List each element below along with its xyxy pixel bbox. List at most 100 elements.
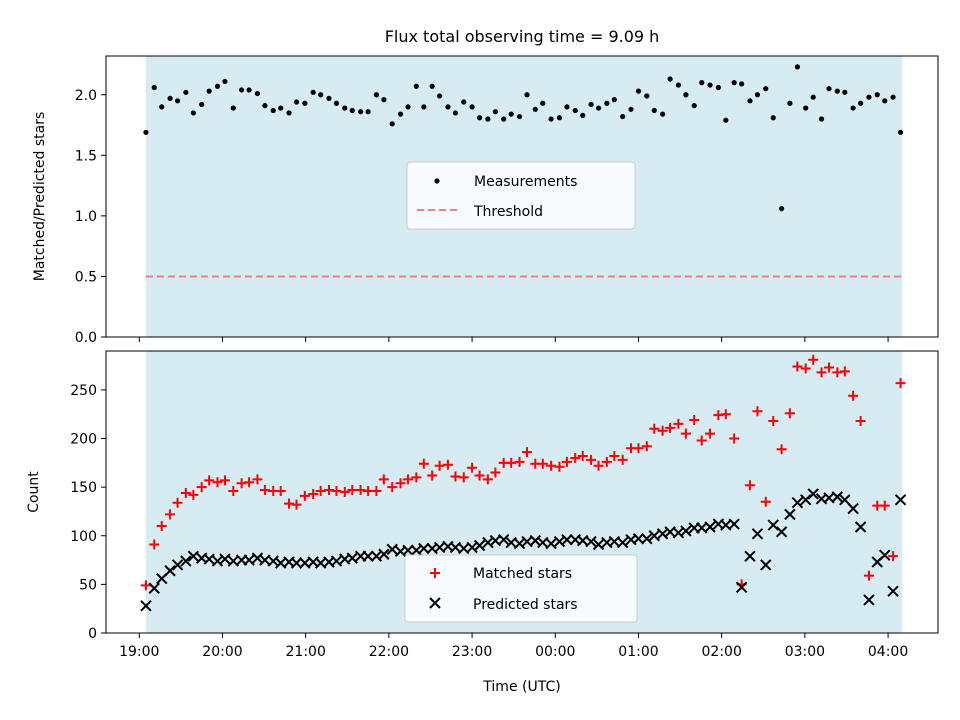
time-x-tick-label: 19:00 bbox=[119, 644, 159, 660]
count-legend-box bbox=[404, 554, 638, 623]
predicted-star-point bbox=[632, 532, 645, 545]
measurement-point bbox=[874, 92, 880, 98]
measurement-point bbox=[159, 104, 165, 110]
count-y-tick-label: 50 bbox=[79, 577, 97, 593]
measurement-point bbox=[246, 87, 252, 93]
predicted-star-point bbox=[760, 559, 772, 571]
legend-predicted-label: Predicted stars bbox=[473, 597, 578, 613]
matched-star-point bbox=[586, 454, 597, 465]
predicted-star-point bbox=[386, 543, 398, 556]
predicted-star-point bbox=[847, 502, 859, 515]
measurement-point bbox=[429, 83, 435, 89]
predicted-star-point bbox=[592, 538, 605, 551]
matched-star-point bbox=[228, 486, 239, 497]
measurement-point bbox=[318, 92, 324, 98]
predicted-star-point bbox=[164, 565, 176, 577]
time-x-tick-label: 04:00 bbox=[868, 644, 908, 660]
matched-star-point bbox=[299, 490, 310, 501]
predicted-star-point bbox=[894, 494, 907, 506]
matched-star-point bbox=[673, 418, 684, 429]
predicted-star-point bbox=[863, 594, 875, 606]
matched-star-point bbox=[219, 475, 230, 486]
measurement-point bbox=[310, 89, 316, 95]
predicted-star-point bbox=[641, 532, 653, 545]
measurement-point bbox=[628, 106, 634, 112]
count-y-axis-label: Count bbox=[26, 471, 42, 513]
measurement-point bbox=[723, 117, 729, 123]
legend-matched-label: Matched stars bbox=[473, 566, 572, 582]
matched-star-point bbox=[649, 423, 660, 434]
measurement-point bbox=[365, 109, 371, 115]
measurement-point bbox=[707, 82, 713, 88]
measurement-point bbox=[199, 101, 205, 108]
measurement-point bbox=[278, 105, 284, 111]
matched-star-point bbox=[180, 487, 191, 498]
measurement-point bbox=[897, 129, 904, 135]
measurement-point bbox=[731, 80, 737, 86]
measurement-point bbox=[763, 86, 769, 92]
predicted-star-point bbox=[561, 533, 573, 546]
matched-star-point bbox=[895, 378, 906, 389]
measurement-point bbox=[620, 113, 626, 120]
measurement-point bbox=[532, 106, 538, 112]
measurement-point bbox=[452, 110, 459, 116]
predicted-star-point bbox=[148, 582, 160, 594]
matched-star-point bbox=[792, 361, 803, 372]
matched-star-point bbox=[855, 416, 866, 427]
measurement-point bbox=[778, 206, 785, 212]
measurement-point bbox=[262, 103, 268, 109]
matched-star-point bbox=[411, 472, 422, 483]
matched-star-point bbox=[816, 367, 827, 378]
count-panel: 0 50 100 150 200 250 19:00 20:00 21:00 22:00 23:0… bbox=[26, 350, 939, 695]
measurement-point bbox=[611, 97, 617, 103]
measurement-point bbox=[754, 92, 761, 98]
legend-measurements-label: Measurements bbox=[474, 174, 577, 190]
measurement-point bbox=[397, 111, 404, 117]
measurement-point bbox=[635, 88, 642, 94]
matched-star-point bbox=[633, 443, 644, 454]
legend-measurements-marker bbox=[434, 178, 440, 184]
matched-star-point bbox=[371, 486, 382, 497]
measurement-point bbox=[699, 80, 705, 86]
matched-star-point bbox=[252, 474, 263, 485]
measurement-point bbox=[445, 104, 451, 110]
predicted-star-point bbox=[171, 559, 184, 571]
measurement-point bbox=[293, 99, 300, 105]
matched-star-point bbox=[427, 470, 438, 481]
measurement-point bbox=[333, 100, 340, 106]
matched-star-point bbox=[188, 489, 199, 500]
ratio-legend-box bbox=[406, 161, 636, 230]
predicted-star-point bbox=[791, 496, 804, 509]
predicted-star-point bbox=[346, 552, 358, 564]
matched-star-point bbox=[387, 482, 398, 493]
predicted-star-points bbox=[140, 488, 907, 612]
measurement-point bbox=[803, 105, 809, 111]
predicted-star-point bbox=[180, 555, 192, 567]
measurement-point bbox=[501, 116, 507, 122]
predicted-star-point bbox=[140, 600, 152, 612]
predicted-star-point bbox=[704, 521, 716, 533]
matched-star-point bbox=[617, 454, 628, 465]
predicted-star-point bbox=[879, 549, 891, 561]
measurement-point bbox=[660, 111, 666, 117]
legend-predicted-marker bbox=[429, 597, 441, 609]
predicted-star-point bbox=[362, 550, 374, 562]
matched-star-point bbox=[291, 499, 302, 510]
predicted-star-point bbox=[751, 528, 764, 540]
predicted-star-point bbox=[497, 533, 510, 546]
matched-star-point bbox=[442, 459, 453, 470]
time-x-tick-label: 00:00 bbox=[535, 644, 575, 660]
predicted-star-point bbox=[187, 550, 200, 562]
measurement-point bbox=[890, 94, 896, 100]
predicted-star-point bbox=[854, 521, 867, 533]
matched-star-point bbox=[561, 456, 572, 467]
matched-star-point bbox=[212, 477, 223, 488]
ratio-y-tick-label: 0.5 bbox=[75, 269, 97, 285]
measurement-point bbox=[326, 95, 332, 101]
measurement-point bbox=[373, 92, 379, 98]
measurement-point bbox=[485, 116, 491, 122]
legend-matched-marker bbox=[430, 568, 440, 578]
measurement-point bbox=[548, 116, 554, 122]
predicted-star-point bbox=[378, 548, 390, 560]
